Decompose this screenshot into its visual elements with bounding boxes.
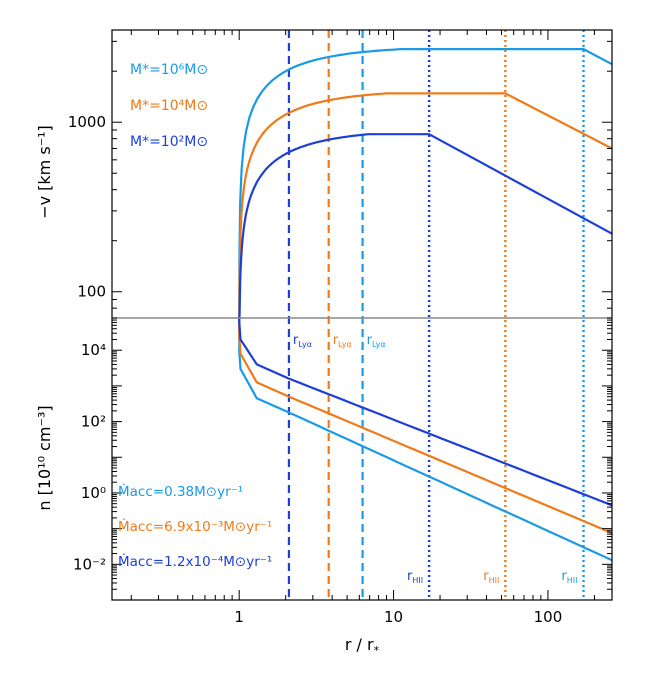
vline-label: rHII [407, 569, 423, 585]
density-series-line [238, 317, 613, 507]
y-tick-label-bottom: 10⁻² [73, 555, 106, 573]
y-tick-label-bottom: 10² [81, 413, 106, 431]
y-tick-label-top: 1000 [68, 113, 106, 131]
x-axis-label: r / r* [345, 635, 380, 657]
vline-label: rLyα [367, 333, 386, 349]
y-axis-label-velocity: −v [km s⁻¹] [35, 125, 54, 219]
legend-entry-bottom: Ṁacc=1.2x10⁻⁴M⊙yr⁻¹ [118, 552, 272, 570]
velocity-series-line [238, 48, 613, 319]
y-tick-label-bottom: 10⁴ [81, 341, 106, 359]
density-series-line [238, 317, 613, 562]
legend-entry-top: M*=10⁶M⊙ [130, 62, 208, 78]
y-axis-label-density: n [10¹⁰ cm⁻³] [35, 405, 54, 510]
y-tick-label-top: 100 [77, 283, 106, 301]
x-tick-label: 1 [234, 608, 244, 626]
vline-label: rHII [561, 569, 577, 585]
vline-label: rLyα [333, 333, 352, 349]
vline-label: rLyα [293, 333, 312, 349]
density-series-line [238, 317, 613, 535]
velocity-series-line [238, 133, 613, 320]
x-tick-label: 10 [384, 608, 403, 626]
legend-entry-bottom: Ṁacc=6.9x10⁻³M⊙yr⁻¹ [118, 517, 272, 535]
legend-entry-bottom: Ṁacc=0.38M⊙yr⁻¹ [118, 482, 243, 500]
legend-entry-top: M*=10⁴M⊙ [130, 98, 208, 114]
vline-label: rHII [483, 569, 499, 585]
velocity-series-line [238, 92, 613, 320]
plot-frame [111, 29, 613, 601]
legend-entry-top: M*=10²M⊙ [130, 134, 208, 150]
y-tick-label-bottom: 10⁰ [81, 484, 106, 502]
x-tick-label: 100 [534, 608, 563, 626]
